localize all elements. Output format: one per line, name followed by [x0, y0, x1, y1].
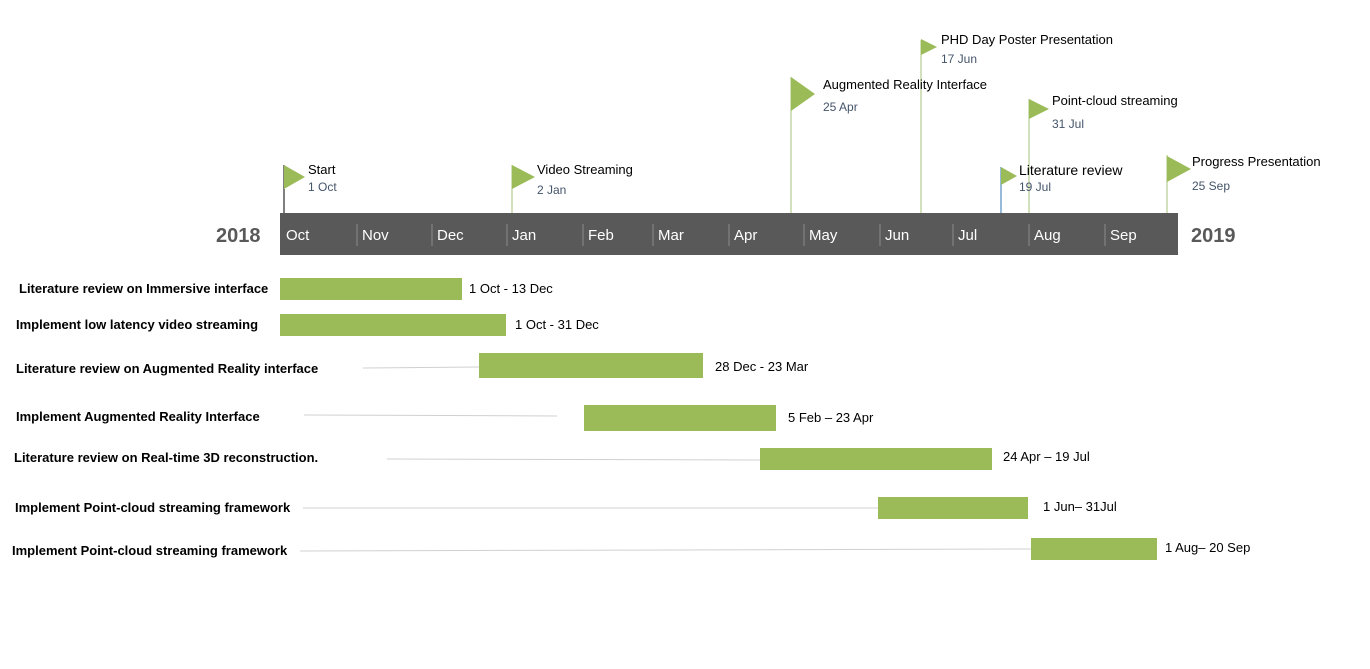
end-year-label: 2019 [1191, 225, 1236, 247]
task-label: Implement Point-cloud streaming framewor… [15, 500, 291, 515]
flag-icon [791, 77, 815, 111]
month-label: Jan [512, 227, 537, 244]
milestone-title-phd-day: PHD Day Poster Presentation [941, 32, 1113, 47]
task-range: 24 Apr – 19 Jul [1003, 449, 1090, 464]
month-label: Jun [885, 227, 910, 244]
task-bar [584, 405, 776, 431]
month-label: Jul [958, 227, 978, 244]
task-range: 1 Oct - 13 Dec [469, 281, 553, 296]
flag-icon [512, 165, 535, 189]
task-label: Implement Augmented Reality Interface [16, 409, 260, 424]
month-label: Aug [1034, 227, 1061, 244]
milestone-date-point-cloud: 31 Jul [1052, 117, 1085, 131]
month-label: Sep [1110, 227, 1137, 244]
flag-icon [1001, 167, 1017, 185]
leader-line [386, 458, 761, 461]
flag-icon [1167, 156, 1191, 182]
milestone-date-progress-presentation: 25 Sep [1192, 179, 1231, 193]
task-bar [1031, 538, 1157, 560]
task-label: Literature review on Real-time 3D recons… [14, 450, 319, 465]
milestone-title-ar-interface: Augmented Reality Interface [823, 77, 988, 92]
flag-icon [921, 39, 937, 55]
leader-line [362, 366, 480, 369]
milestone-title-video-streaming: Video Streaming [537, 162, 633, 177]
task-range: 1 Aug– 20 Sep [1165, 540, 1251, 555]
task-label: Implement low latency video streaming [16, 317, 259, 332]
milestone-date-ar-interface: 25 Apr [823, 100, 858, 114]
task-range: 28 Dec - 23 Mar [715, 359, 809, 374]
start-year-label: 2018 [216, 225, 261, 247]
month-label: May [809, 227, 838, 244]
milestone-poles [283, 39, 1191, 213]
task-label: Implement Point-cloud streaming framewor… [12, 543, 288, 558]
month-dividers [356, 224, 1106, 246]
milestone-title-point-cloud: Point-cloud streaming [1052, 93, 1178, 108]
task-label: Literature review on Augmented Reality i… [16, 361, 319, 376]
month-label: Oct [286, 227, 310, 244]
task-range: 5 Feb – 23 Apr [788, 410, 874, 425]
milestone-title-literature-review: Literature review [1019, 162, 1123, 178]
milestone-title-start: Start [308, 162, 336, 177]
task-bar [760, 448, 992, 470]
task-bar [280, 278, 462, 300]
milestone-title-progress-presentation: Progress Presentation [1192, 154, 1321, 169]
task-range: 1 Jun– 31Jul [1043, 499, 1117, 514]
leader-line [303, 414, 558, 417]
month-label: Feb [588, 227, 614, 244]
month-label: Apr [734, 227, 758, 244]
task-range: 1 Oct - 31 Dec [515, 317, 599, 332]
task-bar [280, 314, 506, 336]
task-bar [479, 353, 703, 378]
leader-line [299, 548, 1032, 552]
task-bars [280, 278, 1157, 560]
task-label: Literature review on Immersive interface [19, 281, 269, 296]
milestone-date-video-streaming: 2 Jan [537, 183, 567, 197]
milestone-date-phd-day: 17 Jun [941, 52, 978, 66]
milestone-date-literature-review: 19 Jul [1019, 180, 1052, 194]
flag-icon [284, 165, 305, 189]
month-label: Mar [658, 227, 684, 244]
leader-lines [299, 366, 1032, 552]
month-label: Dec [437, 227, 464, 244]
month-label: Nov [362, 227, 389, 244]
task-bar [878, 497, 1028, 519]
milestone-date-start: 1 Oct [308, 180, 337, 194]
flag-icon [1029, 99, 1049, 119]
